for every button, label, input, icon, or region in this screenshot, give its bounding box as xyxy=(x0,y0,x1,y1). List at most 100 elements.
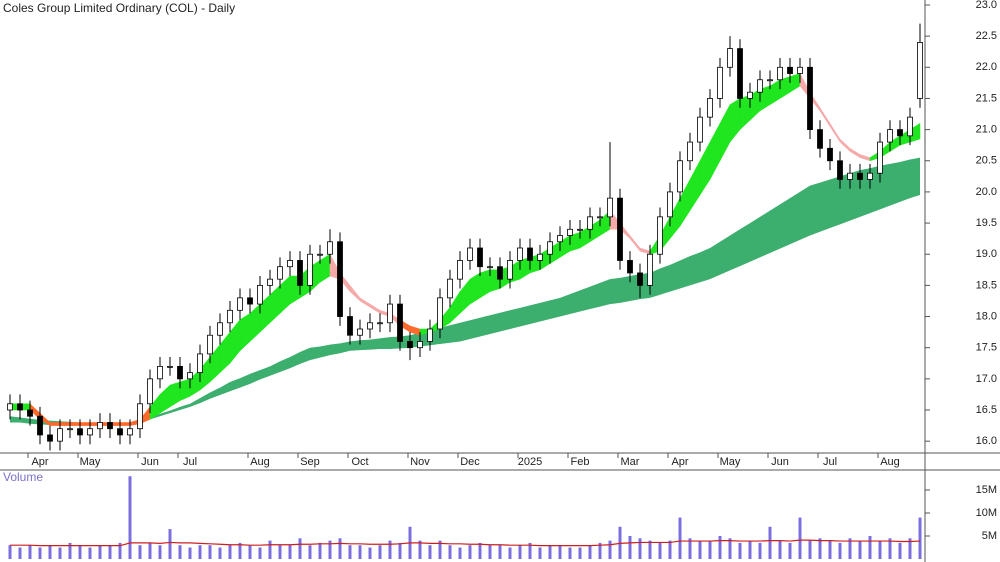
candle-body xyxy=(117,428,123,436)
volume-bar xyxy=(658,542,662,559)
volume-bar xyxy=(638,538,642,559)
volume-bar xyxy=(98,545,102,559)
candle-body xyxy=(877,141,883,174)
volume-average xyxy=(10,539,921,547)
y-tick-label: 17.5 xyxy=(976,342,997,354)
x-tick-label: Aug xyxy=(880,456,900,468)
candle-body xyxy=(257,284,263,305)
candle-body xyxy=(247,297,253,305)
volume-bar xyxy=(128,476,132,559)
candle-body xyxy=(777,66,783,81)
volume-bar xyxy=(298,538,302,559)
volume-bar xyxy=(338,538,342,559)
volume-bar xyxy=(138,545,142,559)
y-tick-label: 15M xyxy=(976,484,997,496)
volume-bar xyxy=(308,545,312,559)
volume-bar xyxy=(458,547,462,559)
candle-body xyxy=(307,253,313,286)
y-tick-label: 19.5 xyxy=(976,217,997,229)
candle-body xyxy=(287,260,293,268)
volume-bar xyxy=(48,545,52,559)
candle-body xyxy=(517,247,523,261)
candle-body xyxy=(847,172,853,180)
candle-body xyxy=(747,91,753,99)
candle-body xyxy=(837,160,843,180)
x-tick-label: Sep xyxy=(300,456,320,468)
candle-body xyxy=(367,322,373,330)
candle-body xyxy=(327,241,333,255)
volume-bar xyxy=(208,545,212,559)
volume-bar xyxy=(798,517,802,559)
y-tick-label: 17.0 xyxy=(976,373,997,385)
candle-body xyxy=(627,260,633,274)
candle-body xyxy=(767,79,773,82)
volume-bar xyxy=(88,547,92,559)
volume-bar xyxy=(628,536,632,559)
volume-bar xyxy=(758,542,762,559)
volume-bar xyxy=(478,542,482,559)
candle-body xyxy=(207,334,213,355)
candle-body xyxy=(417,341,423,349)
candle-body xyxy=(817,129,823,149)
volume-bar xyxy=(538,547,542,559)
volume-bar xyxy=(748,540,752,559)
candle-body xyxy=(7,403,13,411)
candle-body xyxy=(917,41,923,99)
candle-body xyxy=(607,197,613,218)
x-tick-label: May xyxy=(720,456,741,468)
candle-body xyxy=(27,409,33,417)
volume-bar xyxy=(118,542,122,559)
volume-bar xyxy=(278,545,282,559)
x-tick-label: Mar xyxy=(621,456,640,468)
volume-bar xyxy=(558,545,562,559)
candle-body xyxy=(707,98,713,118)
volume-bar xyxy=(548,545,552,559)
candle-body xyxy=(187,372,193,380)
volume-bar xyxy=(318,542,322,559)
candle-body xyxy=(457,260,463,280)
volume-bar xyxy=(188,547,192,559)
candle-body xyxy=(87,428,93,436)
x-tick-label: Jun xyxy=(141,456,159,468)
candle-body xyxy=(277,266,283,280)
y-tick-label: 22.5 xyxy=(976,30,997,42)
y-tick-label: 16.5 xyxy=(976,404,997,416)
candle-body xyxy=(787,66,793,74)
volume-bar xyxy=(608,540,612,559)
volume-bar xyxy=(848,538,852,559)
volume-bar xyxy=(58,547,62,559)
x-tick-label: Dec xyxy=(460,456,480,468)
y-tick-label: 23.0 xyxy=(976,0,997,11)
volume-bar xyxy=(768,526,772,559)
volume-bar xyxy=(78,545,82,559)
candle-body xyxy=(617,197,623,261)
candle-body xyxy=(377,322,383,325)
candle-body xyxy=(267,278,273,286)
candle-body xyxy=(667,191,673,218)
candle-body xyxy=(537,253,543,261)
x-tick-label: May xyxy=(80,456,101,468)
x-tick-label: Aug xyxy=(250,456,270,468)
volume-bar xyxy=(468,545,472,559)
volume-bar xyxy=(778,540,782,559)
candle-body xyxy=(587,216,593,230)
candle-body xyxy=(147,378,153,405)
candle-body xyxy=(17,403,23,411)
slow-band xyxy=(10,157,920,426)
x-tick-label: Jul xyxy=(823,456,837,468)
fast-band xyxy=(119,422,131,426)
x-tick-label: Jul xyxy=(183,456,197,468)
volume-bar xyxy=(388,540,392,559)
volume-bar xyxy=(398,542,402,559)
candle-body xyxy=(717,66,723,99)
y-tick-label: 16.0 xyxy=(976,435,997,447)
volume-bar xyxy=(818,538,822,559)
candle-body xyxy=(197,353,203,374)
candle-body xyxy=(427,328,433,342)
fast-band xyxy=(69,422,81,426)
candle-body xyxy=(297,260,303,286)
volume-bar xyxy=(678,517,682,559)
y-tick-label: 18.5 xyxy=(976,279,997,291)
x-tick-label: Feb xyxy=(571,456,590,468)
